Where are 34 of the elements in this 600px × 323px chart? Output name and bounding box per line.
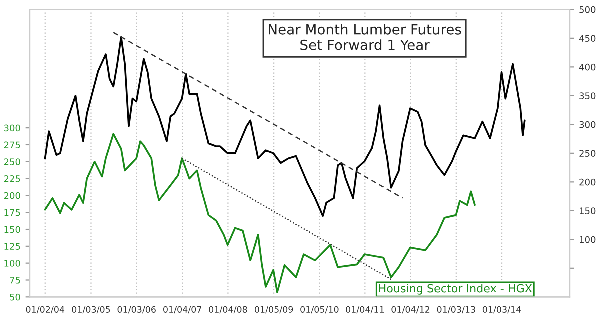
- y2-tick-label: 300: [580, 121, 596, 128]
- text: Near Month Lumber Futures Set Forward 1 Year: [269, 24, 462, 50]
- x-tick-label: 01/04/08: [209, 306, 248, 314]
- x-tick-label: 01/05/09: [254, 306, 294, 314]
- x-tick-label: 01/05/10: [300, 306, 339, 314]
- y-tick-label: 275: [4, 142, 20, 149]
- y2-tick-label: 200: [580, 178, 596, 186]
- y2-tick-label: 250: [580, 150, 596, 157]
- y-tick-label: 225: [4, 176, 20, 182]
- x-tick-label: 01/03/05: [72, 306, 110, 314]
- y2-tick-label: 150: [580, 208, 596, 214]
- y2-tick-label: 100: [580, 236, 596, 244]
- y2-tick-label: 500: [580, 6, 596, 14]
- x-tick-label: 01/03/06: [118, 306, 156, 314]
- y2-tick-label: 400: [579, 64, 596, 71]
- line-series: [44, 36, 526, 217]
- x-tick-label: 01/03/13: [437, 306, 476, 314]
- y-tick-label: 175: [4, 209, 20, 216]
- x-tick-label: 01/04/11: [346, 306, 384, 314]
- y-tick-label: 300: [4, 124, 20, 132]
- y2-tick-label: 350: [580, 92, 596, 100]
- x-tick-label: 01/04/07: [164, 306, 202, 314]
- x-tick-label: 01/03/14: [482, 306, 522, 314]
- y2-tick-label: 450: [579, 35, 596, 42]
- y-tick-label: 100: [4, 260, 20, 267]
- y-tick-label: 150: [4, 226, 20, 234]
- x-tick-label: 01/04/12: [392, 306, 430, 314]
- series-label: Housing Sector Index - HGX: [379, 284, 532, 295]
- y-tick-label: 75: [10, 277, 20, 284]
- y-tick-label: 200: [4, 192, 20, 200]
- y-tick-label: 125: [4, 243, 20, 250]
- y-tick-label: 250: [4, 158, 20, 166]
- x-tick-label: 01/02/04: [26, 306, 65, 314]
- y-tick-label: 50: [10, 294, 20, 301]
